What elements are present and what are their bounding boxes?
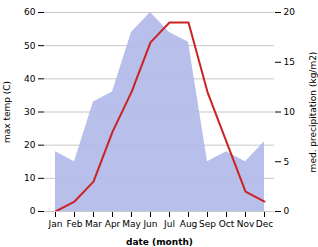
svg-text:Dec: Dec bbox=[256, 219, 273, 229]
svg-text:10: 10 bbox=[24, 173, 36, 183]
svg-text:10: 10 bbox=[284, 107, 296, 117]
svg-text:Apr: Apr bbox=[105, 219, 121, 229]
svg-text:Oct: Oct bbox=[219, 219, 235, 229]
svg-text:Nov: Nov bbox=[237, 219, 255, 229]
svg-text:20: 20 bbox=[24, 140, 36, 150]
svg-text:Jun: Jun bbox=[142, 219, 157, 229]
svg-text:60: 60 bbox=[24, 7, 36, 17]
svg-text:0: 0 bbox=[30, 206, 36, 216]
svg-text:max temp (C): max temp (C) bbox=[2, 81, 12, 143]
svg-text:Aug: Aug bbox=[180, 219, 198, 229]
svg-text:Mar: Mar bbox=[85, 219, 102, 229]
svg-text:May: May bbox=[122, 219, 141, 229]
svg-text:med. precipitation (kg/m2): med. precipitation (kg/m2) bbox=[308, 52, 318, 173]
svg-text:Jan: Jan bbox=[48, 219, 63, 229]
svg-text:Feb: Feb bbox=[67, 219, 83, 229]
svg-text:50: 50 bbox=[24, 41, 36, 51]
svg-text:40: 40 bbox=[24, 74, 36, 84]
svg-text:20: 20 bbox=[284, 7, 296, 17]
svg-text:date (month): date (month) bbox=[126, 237, 193, 247]
svg-text:Sep: Sep bbox=[199, 219, 216, 229]
svg-text:0: 0 bbox=[284, 206, 290, 216]
svg-text:Jul: Jul bbox=[163, 219, 175, 229]
svg-text:15: 15 bbox=[284, 57, 295, 67]
svg-text:30: 30 bbox=[24, 107, 36, 117]
svg-text:5: 5 bbox=[284, 157, 290, 167]
